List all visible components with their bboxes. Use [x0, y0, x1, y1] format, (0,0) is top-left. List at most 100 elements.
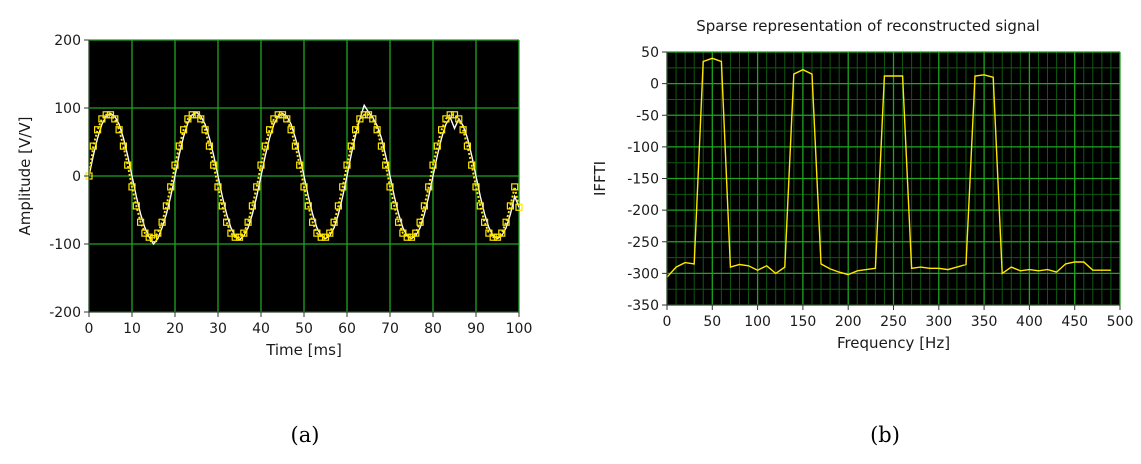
x-tick-label: 100 [506, 321, 533, 337]
data-point-marker [162, 202, 170, 210]
data-point-marker [145, 233, 153, 241]
data-point-marker [506, 202, 514, 210]
data-point-marker [502, 218, 510, 226]
chart-b-grid [666, 51, 1121, 306]
data-point-marker [304, 202, 312, 210]
data-point-marker [347, 142, 355, 150]
y-tick-label: -50 [636, 108, 659, 124]
data-point-marker [390, 202, 398, 210]
data-point-marker [429, 161, 437, 169]
y-tick-label: -250 [627, 235, 659, 251]
data-point-marker [511, 183, 519, 191]
y-tick-label: 200 [54, 33, 81, 49]
x-tick-label: 50 [703, 314, 721, 330]
data-point-marker [463, 142, 471, 150]
data-point-marker [399, 229, 407, 237]
y-tick-label: -350 [627, 298, 659, 314]
data-point-marker [330, 218, 338, 226]
data-point-marker [386, 183, 394, 191]
data-point-marker [154, 229, 162, 237]
data-point-marker [171, 161, 179, 169]
x-tick-label: 100 [744, 314, 771, 330]
y-tick-label: -100 [49, 237, 81, 253]
data-point-marker [149, 234, 158, 243]
data-point-marker [407, 233, 416, 241]
panel-a-caption: (a) [291, 423, 320, 447]
data-point-marker [223, 218, 231, 226]
data-point-marker [468, 161, 476, 169]
data-point-marker [158, 218, 166, 226]
data-point-marker [334, 202, 342, 210]
data-point-marker [210, 161, 218, 169]
data-point-marker [446, 111, 454, 119]
chart-b-series [667, 57, 1111, 278]
chart-b: Sparse representation of reconstructed s… [591, 17, 1133, 447]
data-point-marker [395, 218, 403, 226]
data-point-marker [98, 115, 106, 123]
x-tick-label: 60 [338, 321, 356, 337]
x-tick-label: 80 [424, 321, 442, 337]
data-point-marker [300, 183, 308, 191]
x-tick-label: 450 [1061, 314, 1088, 330]
x-tick-label: 500 [1107, 314, 1134, 330]
data-point-marker [201, 126, 209, 134]
data-point-marker [175, 142, 183, 150]
data-point-marker [459, 126, 467, 134]
data-point-marker [352, 126, 360, 134]
chart-b-ticks: 0 50 100 150 200 250 300 350 400 450 500500-50-100… [627, 45, 1133, 330]
data-point-marker [476, 202, 484, 210]
data-point-marker [420, 202, 428, 210]
series-line-1 [89, 113, 519, 240]
x-tick-label: 200 [835, 314, 862, 330]
chart-a-ticks: 0 10 20 30 40 50 60 70 80 90 100 200 100 0 -100 -200 [49, 33, 532, 337]
data-point-marker [128, 183, 136, 191]
y-tick-label: 0 [72, 169, 81, 185]
data-point-marker [197, 115, 205, 123]
chart-a-series [85, 103, 523, 246]
chart-a-y-axis-label: Amplitude [V/V] [16, 117, 34, 236]
data-point-marker [274, 111, 282, 119]
data-point-marker [257, 161, 265, 169]
data-point-marker [377, 142, 385, 150]
data-point-marker [515, 203, 523, 211]
x-tick-label: 30 [209, 321, 227, 337]
data-point-marker [438, 126, 446, 134]
data-point-marker [321, 233, 330, 241]
data-point-marker [89, 142, 97, 150]
data-point-marker [205, 142, 213, 150]
x-tick-label: 400 [1016, 314, 1043, 330]
y-tick-label: -150 [627, 172, 659, 188]
data-point-marker [498, 229, 506, 237]
data-point-marker [472, 183, 480, 191]
chart-b-title: Sparse representation of reconstructed s… [696, 17, 1040, 35]
series-line-0 [667, 57, 1111, 278]
y-tick-label: -300 [627, 266, 659, 282]
data-point-marker [291, 142, 299, 150]
data-point-marker [218, 202, 226, 210]
data-point-marker [489, 233, 497, 241]
data-point-marker [93, 126, 102, 134]
data-point-marker [248, 202, 256, 210]
data-point-marker [132, 202, 140, 210]
data-point-marker [403, 233, 411, 241]
x-tick-label: 300 [925, 314, 952, 330]
data-point-marker [137, 218, 145, 226]
data-point-marker [343, 161, 351, 169]
data-point-marker [455, 115, 463, 123]
data-point-marker [493, 233, 502, 241]
data-point-marker [369, 115, 377, 123]
x-tick-label: 40 [252, 321, 270, 337]
x-tick-label: 10 [123, 321, 141, 337]
panel-b-caption: (b) [870, 423, 900, 447]
data-point-marker [416, 218, 424, 226]
y-tick-label: -200 [627, 203, 659, 219]
data-point-marker [227, 229, 235, 237]
data-point-marker [214, 183, 222, 191]
data-point-marker [266, 126, 274, 134]
data-point-marker [481, 218, 489, 226]
data-point-marker [364, 111, 373, 119]
data-point-marker [309, 218, 317, 226]
x-tick-label: 0 [85, 321, 94, 337]
data-point-marker [240, 229, 248, 237]
